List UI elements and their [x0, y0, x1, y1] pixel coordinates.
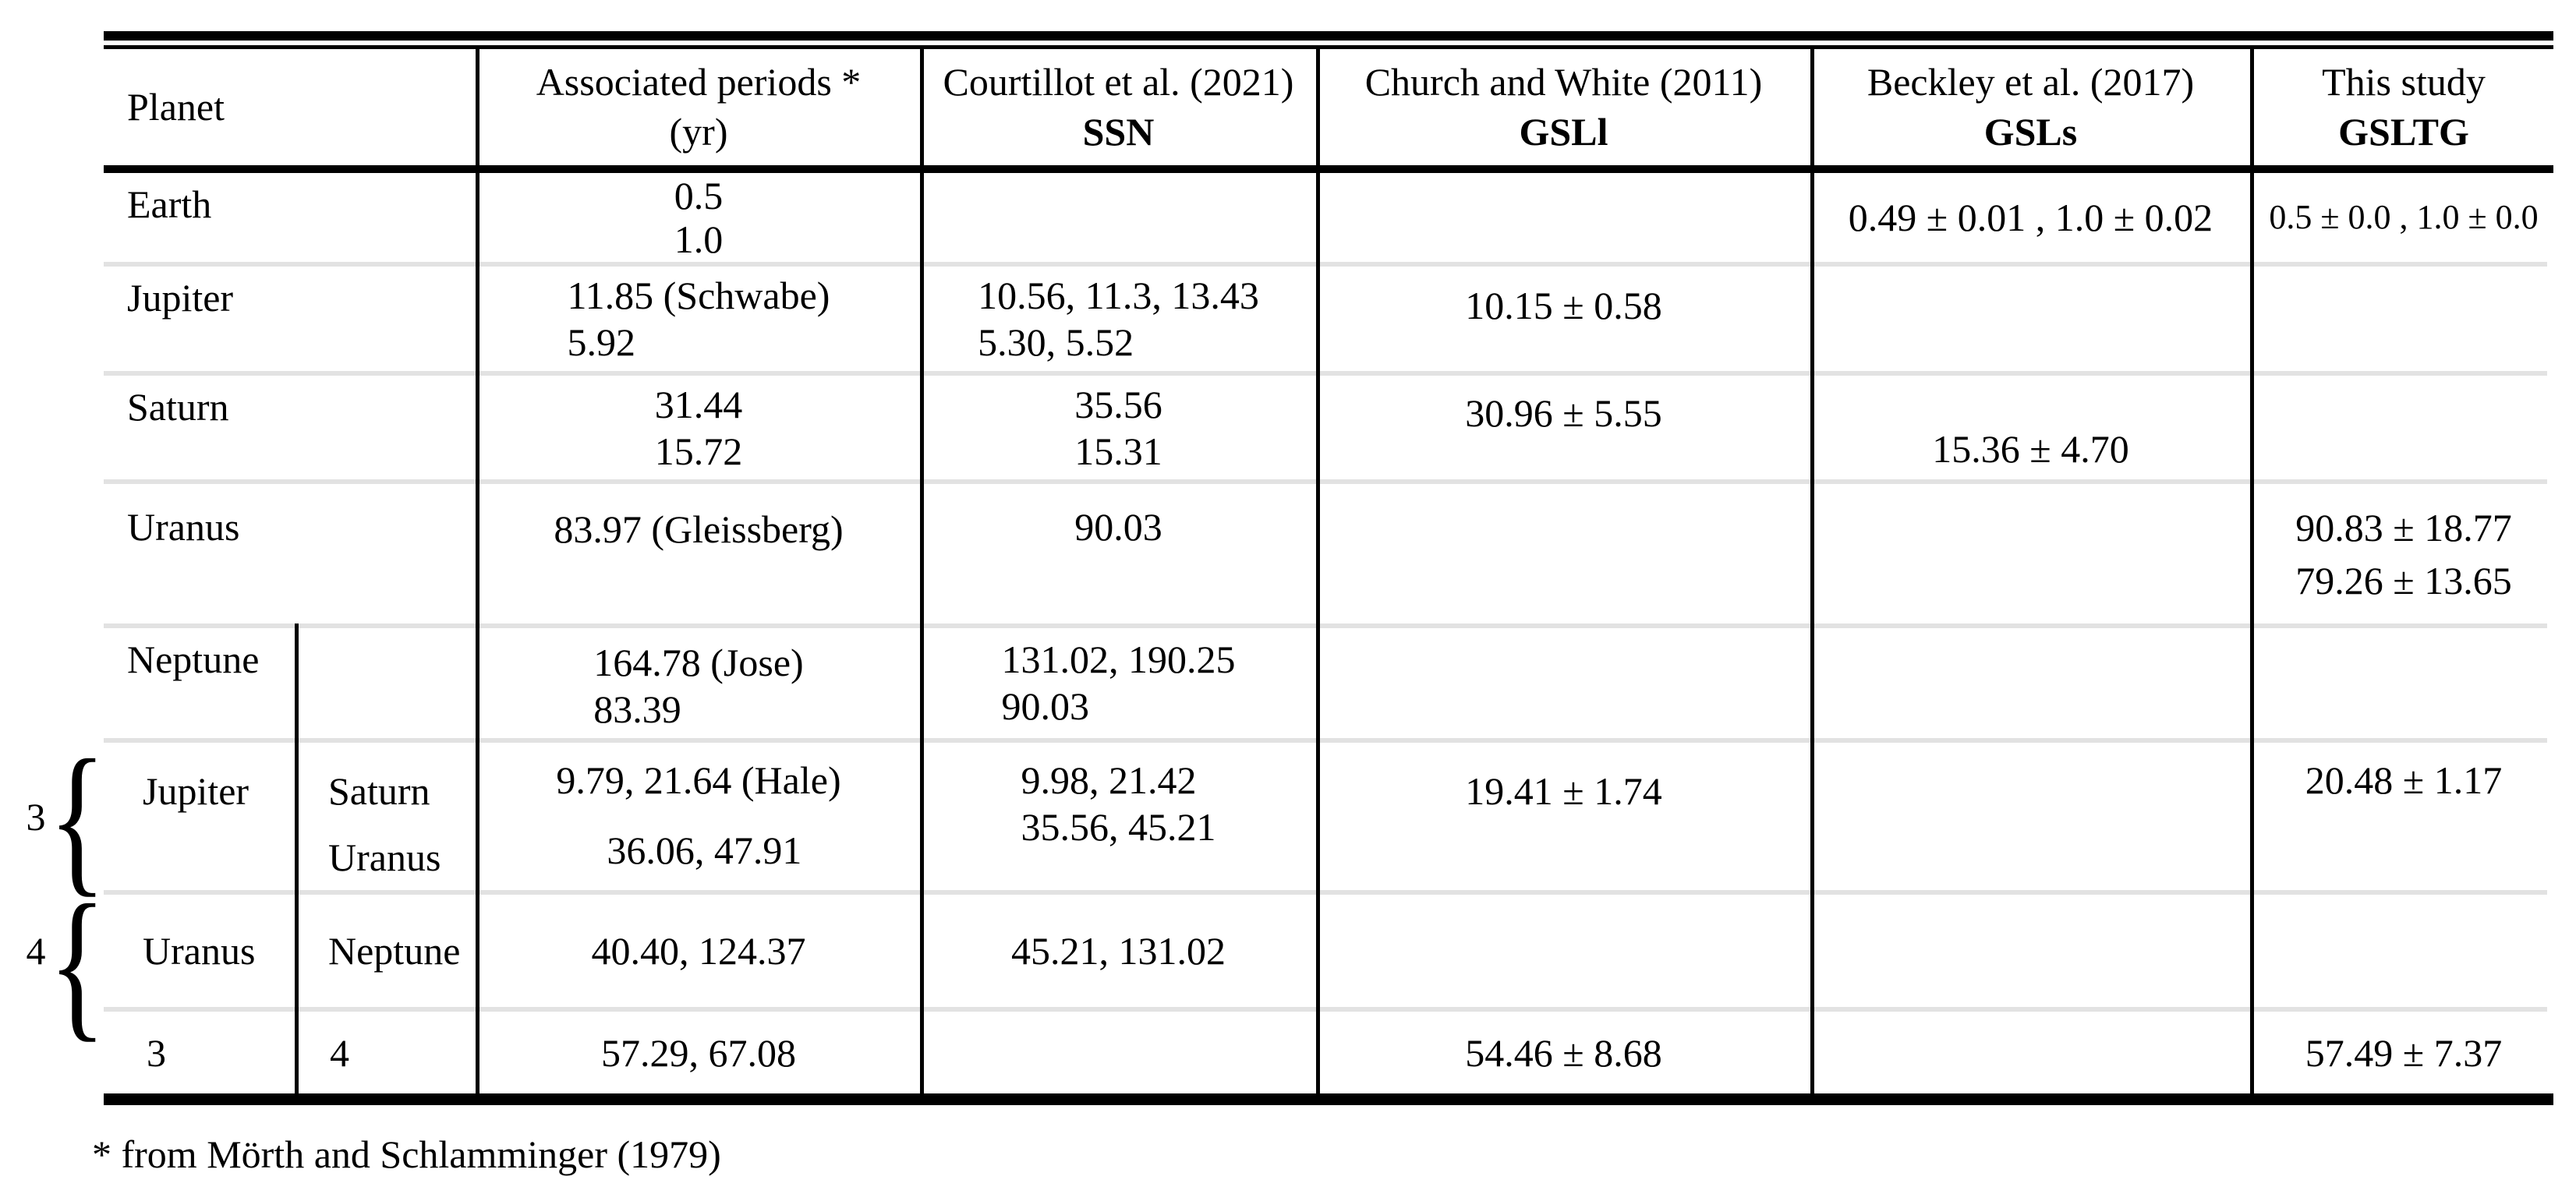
- row-jupiter-planet: Jupiter: [127, 276, 234, 320]
- row-jupiter-assoc: 11.85 (Schwabe) 5.92: [567, 274, 830, 364]
- footnote: * from Mörth and Schlamminger (1979): [92, 1132, 721, 1176]
- row-saturn-ssn: 35.56 15.31: [1074, 382, 1162, 473]
- top-rule-thick: [104, 31, 2553, 41]
- header-rule: [104, 165, 2553, 173]
- row-jup-sat-ura-gsl: 19.41 ± 1.74: [1465, 769, 1662, 813]
- row-earth-assoc: 0.5 1.0: [674, 174, 724, 261]
- header-associated-periods: Associated periods * (yr): [536, 60, 862, 154]
- row-jupiter-gsl: 10.15 ± 0.58: [1465, 284, 1662, 327]
- header-beckley-gsls: Beckley et al. (2017) GSLs: [1867, 60, 2195, 154]
- row-3-4-gsl: 54.46 ± 8.68: [1465, 1030, 1662, 1075]
- row-separator: [104, 738, 2547, 743]
- row-earth-planet: Earth: [127, 182, 212, 226]
- column-divider-assoc-ssn: [920, 48, 924, 1093]
- row-3-4-gsltg: 57.49 ± 7.37: [2305, 1030, 2503, 1075]
- row-3-4-assoc: 57.29, 67.08: [601, 1030, 796, 1075]
- row-neptune-assoc: 164.78 (Jose) 83.39: [593, 641, 804, 731]
- row-saturn-gsls: 15.36 ± 4.70: [1932, 427, 2129, 471]
- row-jup-sat-ura-planet2: Saturn Uranus: [328, 769, 441, 879]
- row-separator: [104, 623, 2547, 628]
- planet-subcolumn-divider: [295, 623, 299, 1093]
- row-separator: [104, 479, 2547, 484]
- header-planet-label: Planet: [127, 85, 225, 129]
- row-3-4-planet2: 4: [330, 1030, 349, 1075]
- column-divider-planet-assoc: [476, 48, 479, 1093]
- group-label-3: 3: [26, 794, 46, 839]
- group-brace-3: {: [48, 725, 107, 911]
- header-planet: Planet: [104, 48, 476, 165]
- top-rule-thin: [104, 45, 2553, 49]
- row-earth-gsls: 0.49 ± 0.01 , 1.0 ± 0.02: [1848, 196, 2213, 239]
- row-jupiter-ssn: 10.56, 11.3, 13.43 5.30, 5.52: [978, 274, 1259, 364]
- header-church-white-gsl: Church and White (2011) GSLl: [1364, 60, 1763, 154]
- row-separator: [104, 1007, 2547, 1012]
- row-ura-nep-planet1: Uranus: [143, 929, 256, 973]
- row-uranus-planet: Uranus: [127, 505, 240, 549]
- bottom-rule: [104, 1093, 2553, 1105]
- column-divider-gsl-gsls: [1810, 48, 1814, 1093]
- row-jup-sat-ura-gsltg: 20.48 ± 1.17: [2305, 758, 2503, 802]
- row-saturn-gsl: 30.96 ± 5.55: [1465, 391, 1662, 435]
- row-jup-sat-ura-planet1: Jupiter: [143, 769, 249, 813]
- row-saturn-assoc: 31.44 15.72: [654, 382, 743, 473]
- row-neptune-planet: Neptune: [127, 638, 260, 681]
- row-jup-sat-ura-assoc: 9.79, 21.64 (Hale) 36.06, 47.91: [556, 758, 841, 872]
- row-jup-sat-ura-ssn: 9.98, 21.42 35.56, 45.21: [1021, 758, 1216, 849]
- row-3-4-planet1: 3: [147, 1030, 166, 1075]
- row-uranus-assoc: 83.97 (Gleissberg): [554, 507, 844, 551]
- row-uranus-ssn: 90.03: [1074, 505, 1162, 549]
- row-separator: [104, 890, 2547, 895]
- row-earth-gsltg: 0.5 ± 0.0 , 1.0 ± 0.0: [2269, 198, 2539, 236]
- row-ura-nep-assoc: 40.40, 124.37: [591, 929, 806, 973]
- row-uranus-gsltg: 90.83 ± 18.77 79.26 ± 13.65: [2295, 505, 2512, 602]
- group-label-4: 4: [26, 929, 46, 973]
- row-ura-nep-ssn: 45.21, 131.02: [1011, 929, 1226, 973]
- row-neptune-ssn: 131.02, 190.25 90.03: [1001, 638, 1236, 728]
- row-separator: [104, 262, 2547, 267]
- header-courtillot-ssn: Courtillot et al. (2021) SSN: [943, 60, 1294, 154]
- group-brace-4: {: [48, 870, 107, 1056]
- row-saturn-planet: Saturn: [127, 385, 229, 429]
- row-separator: [104, 371, 2547, 376]
- column-divider-ssn-gsl: [1316, 48, 1320, 1093]
- header-this-study-gsltg: This study GSLTG: [2322, 60, 2486, 154]
- row-ura-nep-planet2: Neptune: [328, 929, 461, 973]
- column-divider-gsls-gsltg: [2250, 48, 2254, 1093]
